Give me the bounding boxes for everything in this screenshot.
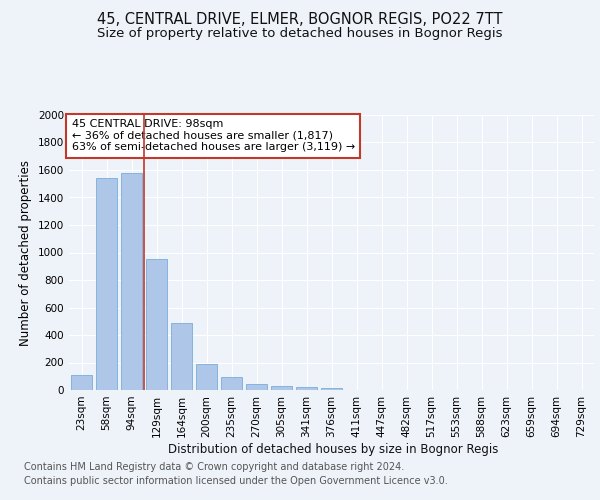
Text: Contains HM Land Registry data © Crown copyright and database right 2024.: Contains HM Land Registry data © Crown c…: [24, 462, 404, 472]
Bar: [146, 260, 167, 390]
Text: Distribution of detached houses by size in Bognor Regis: Distribution of detached houses by size …: [168, 442, 498, 456]
Bar: [121, 173, 142, 390]
Text: Contains public sector information licensed under the Open Government Licence v3: Contains public sector information licen…: [24, 476, 448, 486]
Bar: [221, 377, 242, 390]
Bar: [171, 322, 192, 390]
Bar: [296, 387, 317, 390]
Text: 45 CENTRAL DRIVE: 98sqm
← 36% of detached houses are smaller (1,817)
63% of semi: 45 CENTRAL DRIVE: 98sqm ← 36% of detache…: [71, 119, 355, 152]
Y-axis label: Number of detached properties: Number of detached properties: [19, 160, 32, 346]
Text: 45, CENTRAL DRIVE, ELMER, BOGNOR REGIS, PO22 7TT: 45, CENTRAL DRIVE, ELMER, BOGNOR REGIS, …: [97, 12, 503, 28]
Bar: [71, 375, 92, 390]
Text: Size of property relative to detached houses in Bognor Regis: Size of property relative to detached ho…: [97, 28, 503, 40]
Bar: [321, 388, 342, 390]
Bar: [196, 364, 217, 390]
Bar: [96, 178, 117, 390]
Bar: [246, 384, 267, 390]
Bar: [271, 386, 292, 390]
